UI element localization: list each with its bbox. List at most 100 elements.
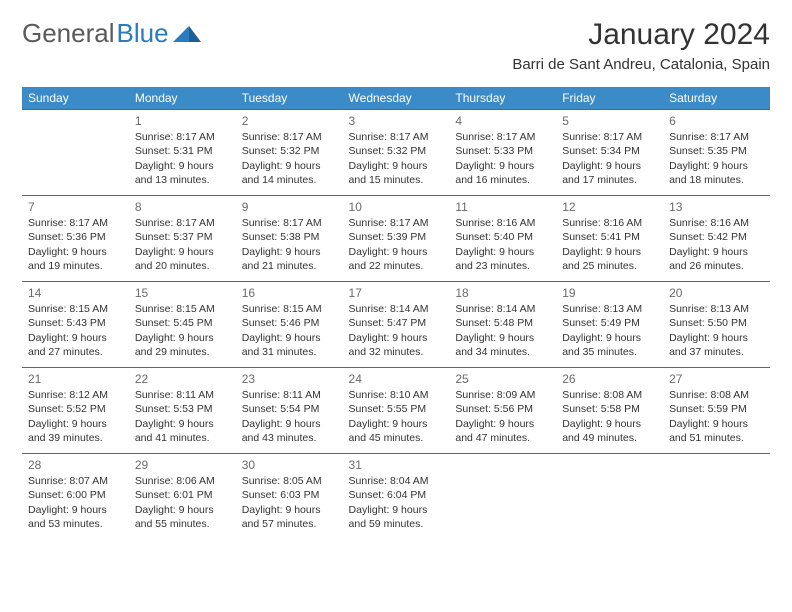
day-number: 8 [135, 199, 230, 215]
calendar-cell: 2Sunrise: 8:17 AMSunset: 5:32 PMDaylight… [236, 110, 343, 196]
day-details: Sunrise: 8:08 AMSunset: 5:58 PMDaylight:… [562, 388, 657, 445]
calendar-cell: 8Sunrise: 8:17 AMSunset: 5:37 PMDaylight… [129, 196, 236, 282]
day-details: Sunrise: 8:16 AMSunset: 5:42 PMDaylight:… [669, 216, 764, 273]
day-number: 24 [349, 371, 444, 387]
calendar-cell: 14Sunrise: 8:15 AMSunset: 5:43 PMDayligh… [22, 282, 129, 368]
day-details: Sunrise: 8:11 AMSunset: 5:53 PMDaylight:… [135, 388, 230, 445]
logo-text-general: General [22, 18, 115, 49]
calendar-cell: 1Sunrise: 8:17 AMSunset: 5:31 PMDaylight… [129, 110, 236, 196]
weekday-header: Wednesday [343, 87, 450, 110]
day-number: 31 [349, 457, 444, 473]
day-number: 13 [669, 199, 764, 215]
calendar-cell: 12Sunrise: 8:16 AMSunset: 5:41 PMDayligh… [556, 196, 663, 282]
calendar-cell: 11Sunrise: 8:16 AMSunset: 5:40 PMDayligh… [449, 196, 556, 282]
day-number: 25 [455, 371, 550, 387]
calendar-cell: 9Sunrise: 8:17 AMSunset: 5:38 PMDaylight… [236, 196, 343, 282]
day-details: Sunrise: 8:17 AMSunset: 5:31 PMDaylight:… [135, 130, 230, 187]
weekday-header: Monday [129, 87, 236, 110]
weekday-header: Friday [556, 87, 663, 110]
day-details: Sunrise: 8:17 AMSunset: 5:34 PMDaylight:… [562, 130, 657, 187]
day-number: 14 [28, 285, 123, 301]
calendar-cell-blank [22, 110, 129, 196]
weekday-header: Saturday [663, 87, 770, 110]
day-details: Sunrise: 8:17 AMSunset: 5:39 PMDaylight:… [349, 216, 444, 273]
calendar-cell: 23Sunrise: 8:11 AMSunset: 5:54 PMDayligh… [236, 368, 343, 454]
day-number: 2 [242, 113, 337, 129]
day-details: Sunrise: 8:14 AMSunset: 5:47 PMDaylight:… [349, 302, 444, 359]
calendar-cell: 29Sunrise: 8:06 AMSunset: 6:01 PMDayligh… [129, 454, 236, 540]
calendar-cell: 6Sunrise: 8:17 AMSunset: 5:35 PMDaylight… [663, 110, 770, 196]
calendar-cell: 28Sunrise: 8:07 AMSunset: 6:00 PMDayligh… [22, 454, 129, 540]
calendar-cell: 19Sunrise: 8:13 AMSunset: 5:49 PMDayligh… [556, 282, 663, 368]
day-number: 17 [349, 285, 444, 301]
calendar-row: 7Sunrise: 8:17 AMSunset: 5:36 PMDaylight… [22, 196, 770, 282]
day-details: Sunrise: 8:15 AMSunset: 5:46 PMDaylight:… [242, 302, 337, 359]
day-number: 10 [349, 199, 444, 215]
day-number: 11 [455, 199, 550, 215]
calendar-cell: 27Sunrise: 8:08 AMSunset: 5:59 PMDayligh… [663, 368, 770, 454]
calendar-cell: 7Sunrise: 8:17 AMSunset: 5:36 PMDaylight… [22, 196, 129, 282]
day-details: Sunrise: 8:10 AMSunset: 5:55 PMDaylight:… [349, 388, 444, 445]
day-number: 3 [349, 113, 444, 129]
day-number: 27 [669, 371, 764, 387]
calendar-cell: 13Sunrise: 8:16 AMSunset: 5:42 PMDayligh… [663, 196, 770, 282]
day-number: 7 [28, 199, 123, 215]
day-number: 30 [242, 457, 337, 473]
day-number: 29 [135, 457, 230, 473]
calendar-cell: 4Sunrise: 8:17 AMSunset: 5:33 PMDaylight… [449, 110, 556, 196]
calendar-head: SundayMondayTuesdayWednesdayThursdayFrid… [22, 87, 770, 110]
day-details: Sunrise: 8:13 AMSunset: 5:50 PMDaylight:… [669, 302, 764, 359]
day-number: 19 [562, 285, 657, 301]
calendar-cell: 10Sunrise: 8:17 AMSunset: 5:39 PMDayligh… [343, 196, 450, 282]
day-number: 9 [242, 199, 337, 215]
day-number: 28 [28, 457, 123, 473]
calendar-cell: 5Sunrise: 8:17 AMSunset: 5:34 PMDaylight… [556, 110, 663, 196]
calendar-body: 1Sunrise: 8:17 AMSunset: 5:31 PMDaylight… [22, 110, 770, 540]
calendar-cell: 16Sunrise: 8:15 AMSunset: 5:46 PMDayligh… [236, 282, 343, 368]
day-details: Sunrise: 8:17 AMSunset: 5:37 PMDaylight:… [135, 216, 230, 273]
day-details: Sunrise: 8:17 AMSunset: 5:35 PMDaylight:… [669, 130, 764, 187]
day-details: Sunrise: 8:09 AMSunset: 5:56 PMDaylight:… [455, 388, 550, 445]
logo: GeneralBlue [22, 18, 201, 49]
calendar-cell-blank [449, 454, 556, 540]
weekday-header: Thursday [449, 87, 556, 110]
day-details: Sunrise: 8:17 AMSunset: 5:33 PMDaylight:… [455, 130, 550, 187]
day-number: 20 [669, 285, 764, 301]
calendar-cell: 21Sunrise: 8:12 AMSunset: 5:52 PMDayligh… [22, 368, 129, 454]
day-details: Sunrise: 8:12 AMSunset: 5:52 PMDaylight:… [28, 388, 123, 445]
weekday-row: SundayMondayTuesdayWednesdayThursdayFrid… [22, 87, 770, 110]
day-number: 22 [135, 371, 230, 387]
calendar-table: SundayMondayTuesdayWednesdayThursdayFrid… [22, 87, 770, 540]
day-number: 18 [455, 285, 550, 301]
day-details: Sunrise: 8:15 AMSunset: 5:43 PMDaylight:… [28, 302, 123, 359]
calendar-cell: 30Sunrise: 8:05 AMSunset: 6:03 PMDayligh… [236, 454, 343, 540]
day-details: Sunrise: 8:17 AMSunset: 5:32 PMDaylight:… [349, 130, 444, 187]
calendar-cell: 20Sunrise: 8:13 AMSunset: 5:50 PMDayligh… [663, 282, 770, 368]
day-number: 15 [135, 285, 230, 301]
page-header: GeneralBlue January 2024 Barri de Sant A… [22, 18, 770, 73]
day-details: Sunrise: 8:16 AMSunset: 5:40 PMDaylight:… [455, 216, 550, 273]
day-number: 26 [562, 371, 657, 387]
day-details: Sunrise: 8:07 AMSunset: 6:00 PMDaylight:… [28, 474, 123, 531]
calendar-cell: 24Sunrise: 8:10 AMSunset: 5:55 PMDayligh… [343, 368, 450, 454]
day-details: Sunrise: 8:16 AMSunset: 5:41 PMDaylight:… [562, 216, 657, 273]
calendar-row: 14Sunrise: 8:15 AMSunset: 5:43 PMDayligh… [22, 282, 770, 368]
calendar-row: 28Sunrise: 8:07 AMSunset: 6:00 PMDayligh… [22, 454, 770, 540]
day-details: Sunrise: 8:17 AMSunset: 5:36 PMDaylight:… [28, 216, 123, 273]
day-number: 23 [242, 371, 337, 387]
calendar-row: 1Sunrise: 8:17 AMSunset: 5:31 PMDaylight… [22, 110, 770, 196]
day-number: 12 [562, 199, 657, 215]
day-details: Sunrise: 8:17 AMSunset: 5:32 PMDaylight:… [242, 130, 337, 187]
month-title: January 2024 [512, 18, 770, 52]
logo-mark-icon [173, 18, 201, 49]
calendar-cell: 25Sunrise: 8:09 AMSunset: 5:56 PMDayligh… [449, 368, 556, 454]
calendar-cell-blank [556, 454, 663, 540]
day-number: 1 [135, 113, 230, 129]
day-details: Sunrise: 8:14 AMSunset: 5:48 PMDaylight:… [455, 302, 550, 359]
day-details: Sunrise: 8:08 AMSunset: 5:59 PMDaylight:… [669, 388, 764, 445]
calendar-row: 21Sunrise: 8:12 AMSunset: 5:52 PMDayligh… [22, 368, 770, 454]
calendar-cell: 18Sunrise: 8:14 AMSunset: 5:48 PMDayligh… [449, 282, 556, 368]
weekday-header: Tuesday [236, 87, 343, 110]
weekday-header: Sunday [22, 87, 129, 110]
day-number: 21 [28, 371, 123, 387]
